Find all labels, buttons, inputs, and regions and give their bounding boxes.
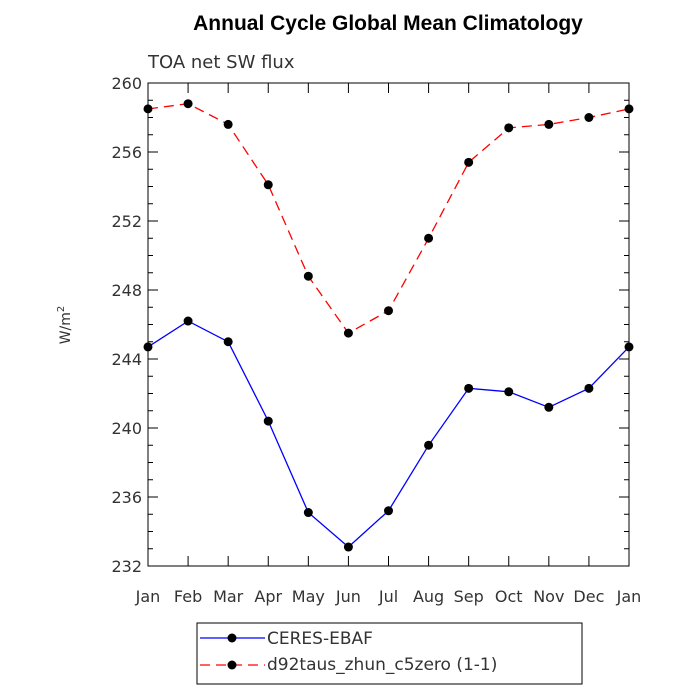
ticks-layer: 232 236 240 244 248 252 256 260 Jan Feb Mar Apr May J… <box>111 74 641 606</box>
series-2-point <box>504 123 514 133</box>
x-tick-label: Aug <box>413 587 444 606</box>
series-1-point <box>584 383 594 393</box>
series-2-point <box>343 328 353 338</box>
x-tick-label: May <box>292 587 325 606</box>
series-2-point <box>544 119 554 129</box>
series-2-point <box>624 104 634 114</box>
series-2-point <box>143 104 153 114</box>
series-1-point <box>343 542 353 552</box>
legend-label-series-1: CERES-EBAF <box>267 629 373 649</box>
x-tick-label: Jun <box>335 587 361 606</box>
y-tick-label: 260 <box>111 74 142 93</box>
series-1-point <box>384 506 393 516</box>
series-1-point <box>263 416 273 426</box>
x-tick-label: Jul <box>378 587 398 606</box>
plot-frame <box>147 82 630 567</box>
y-tick-label: 240 <box>111 419 142 438</box>
series-2-point <box>584 113 594 122</box>
x-tick-label: Feb <box>174 587 202 606</box>
x-tick-label: Mar <box>213 587 244 606</box>
x-tick-label: Jan <box>135 587 161 606</box>
series-2-point <box>424 233 434 243</box>
y-axis-label-superscript: 2 <box>56 306 67 312</box>
y-tick-label: 252 <box>111 212 142 231</box>
series-1-point <box>183 316 193 326</box>
series-2-point <box>223 119 233 129</box>
y-axis-label: W/m2 <box>56 306 74 345</box>
y-tick-label: 232 <box>111 557 142 576</box>
series-1-point <box>303 508 313 518</box>
legend-marker-series-1 <box>227 633 237 643</box>
series-1-point <box>504 387 514 397</box>
x-tick-label: Oct <box>495 587 523 606</box>
legend: CERES-EBAF d92taus_zhun_c5zero (1-1) <box>196 622 583 685</box>
series-1-point <box>223 337 233 347</box>
series-2-point <box>303 271 313 281</box>
y-tick-label: 248 <box>111 281 142 300</box>
series-2-point <box>464 157 474 167</box>
x-tick-label: Dec <box>573 587 604 606</box>
x-tick-label: Sep <box>454 587 484 606</box>
series-1-point <box>143 342 153 352</box>
legend-label-series-2: d92taus_zhun_c5zero (1-1) <box>267 655 497 675</box>
series-2-point <box>183 99 193 109</box>
y-tick-label: 236 <box>111 488 142 507</box>
series-line-2 <box>147 103 630 334</box>
x-tick-label: Jan <box>616 587 642 606</box>
series-1-point <box>464 383 474 393</box>
legend-marker-series-2 <box>227 660 237 670</box>
x-tick-label: Apr <box>254 587 282 606</box>
y-tick-label: 244 <box>111 350 142 369</box>
chart-title: Annual Cycle Global Mean Climatology <box>193 12 583 35</box>
series-1-point <box>544 402 554 412</box>
x-tick-label: Nov <box>533 587 564 606</box>
chart-subtitle: TOA net SW flux <box>147 52 295 73</box>
series-layer <box>143 99 634 552</box>
legend-box <box>196 622 583 685</box>
series-1-point <box>424 440 434 450</box>
series-2-point <box>263 180 273 190</box>
series-2-point <box>384 306 393 316</box>
y-tick-label: 256 <box>111 143 142 162</box>
series-1-point <box>624 342 634 352</box>
y-axis-label-text: W/m <box>58 312 74 344</box>
